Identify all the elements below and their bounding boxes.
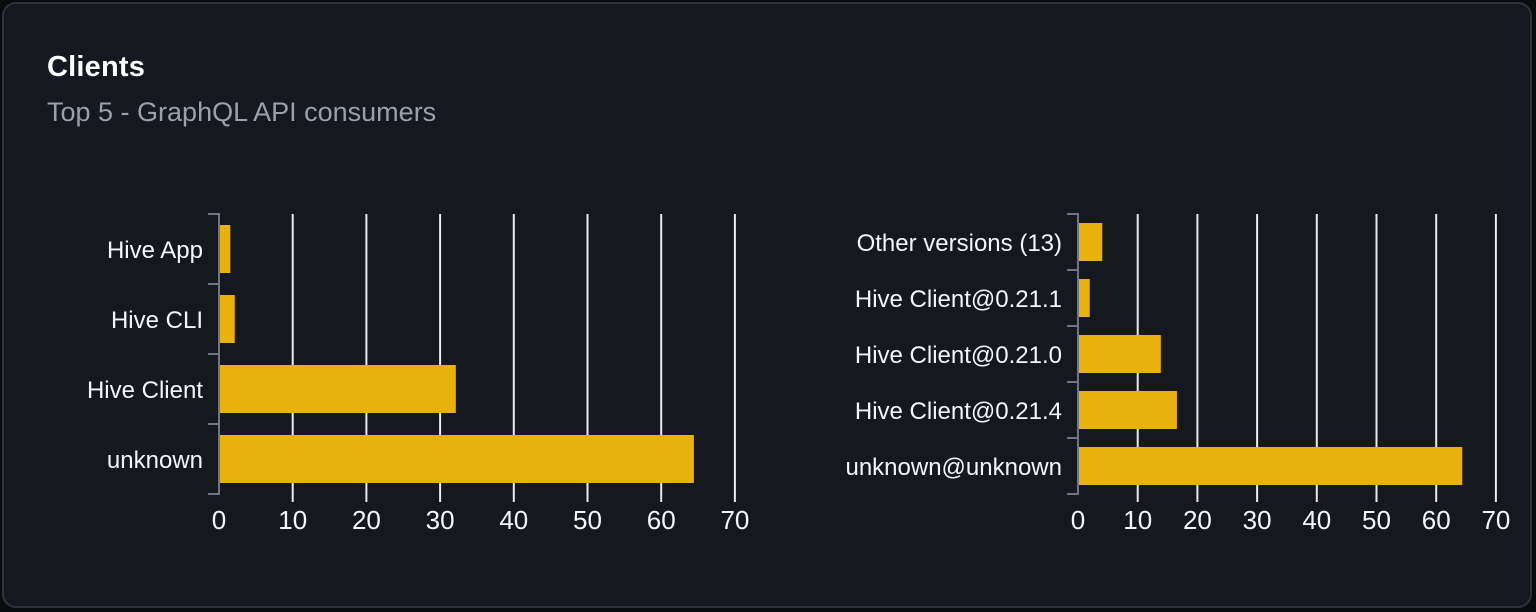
x-tick-label: 10	[278, 505, 307, 535]
x-tick-label: 0	[212, 505, 226, 535]
category-label-hive-client-0-21-1: Hive Client@0.21.1	[855, 286, 1062, 313]
x-tick-label: 20	[1183, 505, 1212, 535]
y-axis-line	[1067, 213, 1079, 495]
x-tick-label: 60	[1422, 505, 1451, 535]
x-tick-label: 10	[1123, 505, 1152, 535]
bar-unknown-unknown[interactable]	[1079, 447, 1463, 485]
category-label-hive-client: Hive Client	[87, 377, 203, 404]
bar-hive-client[interactable]	[220, 365, 456, 413]
x-tick-label: 50	[1362, 505, 1391, 535]
x-tick-label: 0	[1071, 505, 1085, 535]
category-label-hive-client-0-21-0: Hive Client@0.21.0	[855, 342, 1062, 369]
x-tick-label: 40	[1302, 505, 1331, 535]
x-tick-label: 20	[352, 505, 381, 535]
bar-unknown[interactable]	[220, 435, 694, 483]
category-label-unknown: unknown	[107, 447, 203, 474]
x-tick-label: 70	[720, 505, 749, 535]
client-versions-bar-chart: 0 10 20 30 40 50 60 70 Other versions (13) Hive C…	[845, 213, 1510, 535]
bar-hive-client-0-21-0[interactable]	[1079, 335, 1161, 373]
x-tick-label: 70	[1481, 505, 1510, 535]
bar-hive-client-0-21-1[interactable]	[1079, 279, 1090, 317]
card-header: Clients Top 5 - GraphQL API consumers	[47, 50, 436, 128]
x-tick-label: 30	[426, 505, 455, 535]
clients-bar-chart: 0 10 20 30 40 50 60 70 Hive App Hive CLI Hive Clie…	[87, 213, 749, 535]
bar-other-versions-13[interactable]	[1079, 223, 1103, 261]
page-subtitle: Top 5 - GraphQL API consumers	[47, 97, 437, 127]
x-tick-label: 50	[573, 505, 602, 535]
category-label-hive-app: Hive App	[107, 237, 203, 264]
x-tick-label: 30	[1243, 505, 1272, 535]
category-label-other-versions-13: Other versions (13)	[857, 230, 1062, 257]
bar-hive-app[interactable]	[220, 225, 231, 273]
category-label-hive-client-0-21-4: Hive Client@0.21.4	[855, 398, 1062, 425]
category-label-unknown-unknown: unknown@unknown	[845, 454, 1062, 481]
bar-hive-client-0-21-4[interactable]	[1079, 391, 1177, 429]
x-tick-label: 40	[499, 505, 528, 535]
x-tick-label: 60	[647, 505, 676, 535]
bar-hive-cli[interactable]	[220, 295, 235, 343]
page-title: Clients	[47, 51, 146, 83]
category-label-hive-cli: Hive CLI	[111, 307, 203, 334]
